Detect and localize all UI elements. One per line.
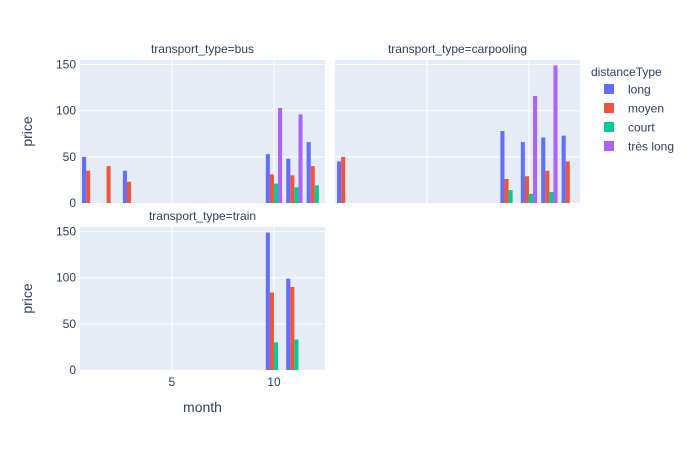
bar-train-court-month-11 [294,339,299,370]
bar-carpooling-court-month-10 [528,193,534,203]
bar-bus-long-month-10 [265,154,270,203]
bar-bus-moyen-month-12 [310,166,315,203]
tick-labels: 0 50 100 150 0 50 100 150 5 10 [56,58,281,389]
x-tick-label: 10 [267,375,281,389]
bar-bus-court-month-11 [294,187,299,203]
bar-bus-court-month-10 [273,183,279,203]
bar-carpooling-moyen-month-11 [545,170,550,203]
bar-bus-long-month-11 [286,158,291,203]
bar-carpooling-moyen-month-12 [565,161,570,203]
bar-bus-tres-long-month-10 [278,107,283,203]
facet-title-train: transport_type=train [149,209,256,223]
legend-item-moyen[interactable]: moyen [604,102,664,116]
bar-carpooling-long-month-9 [500,131,505,203]
bar-carpooling-long-month-12 [561,135,566,203]
bar-train-moyen-month-11 [290,286,295,370]
bar-bus-long-month-12 [306,142,311,203]
legend: distanceType long moyen court très long [591,65,674,154]
facet-title-carpooling: transport_type=carpooling [388,42,527,56]
bar-train-court-month-10 [273,342,279,370]
y-axis-title-top: price [19,116,35,147]
bar-carpooling-long-month-1 [337,161,342,203]
bar-bus-moyen-month-10 [269,174,274,203]
bar-carpooling-court-month-11 [549,191,554,203]
legend-item-tres-long[interactable]: très long [604,140,674,154]
plot-area-carpooling [335,60,580,203]
y-tick-label: 100 [56,271,76,285]
bar-carpooling-moyen-month-9 [504,179,509,203]
bar-bus-moyen-month-1 [86,170,91,203]
bar-carpooling-tres-long-month-10 [533,95,538,203]
bars [82,65,570,370]
bar-bus-tres-long-month-11 [298,114,303,203]
plot-area-bus [80,60,325,203]
bar-bus-court-month-12 [314,185,319,203]
bar-carpooling-moyen-month-10 [524,176,529,203]
bar-train-long-month-11 [286,278,291,370]
bar-train-long-month-10 [265,232,270,370]
facet-title-bus: transport_type=bus [151,42,254,56]
y-axis-title-bottom: price [19,283,35,314]
legend-label-court: court [628,121,655,135]
bar-bus-long-month-3 [122,170,127,203]
plot-area-train [80,227,325,370]
y-tick-label: 50 [63,150,77,164]
bar-bus-moyen-month-2 [106,166,111,203]
bar-bus-moyen-month-11 [290,175,295,203]
y-tick-label: 150 [56,225,76,239]
bar-train-moyen-month-10 [269,292,274,370]
y-tick-label: 100 [56,104,76,118]
legend-swatch-moyen [604,103,614,113]
bar-bus-long-month-1 [82,156,87,203]
x-axis-title: month [183,399,222,415]
bar-carpooling-tres-long-month-11 [553,65,558,203]
bar-bus-moyen-month-3 [126,181,132,203]
legend-label-long: long [628,83,651,97]
legend-label-tres-long: très long [628,140,674,154]
bar-carpooling-long-month-11 [541,137,546,203]
legend-title: distanceType [591,65,662,79]
legend-swatch-tres-long [604,141,614,151]
bar-carpooling-long-month-10 [520,142,525,203]
legend-swatch-long [604,84,614,94]
x-tick-label: 5 [169,375,176,389]
legend-swatch-court [604,122,614,132]
legend-item-court[interactable]: court [604,121,655,135]
y-tick-label: 0 [69,363,76,377]
legend-item-long[interactable]: long [604,83,651,97]
y-tick-label: 150 [56,58,76,72]
y-tick-label: 0 [69,196,76,210]
legend-label-moyen: moyen [628,102,664,116]
bar-carpooling-court-month-9 [508,190,513,203]
bar-carpooling-moyen-month-1 [341,156,346,203]
y-tick-label: 50 [63,317,77,331]
